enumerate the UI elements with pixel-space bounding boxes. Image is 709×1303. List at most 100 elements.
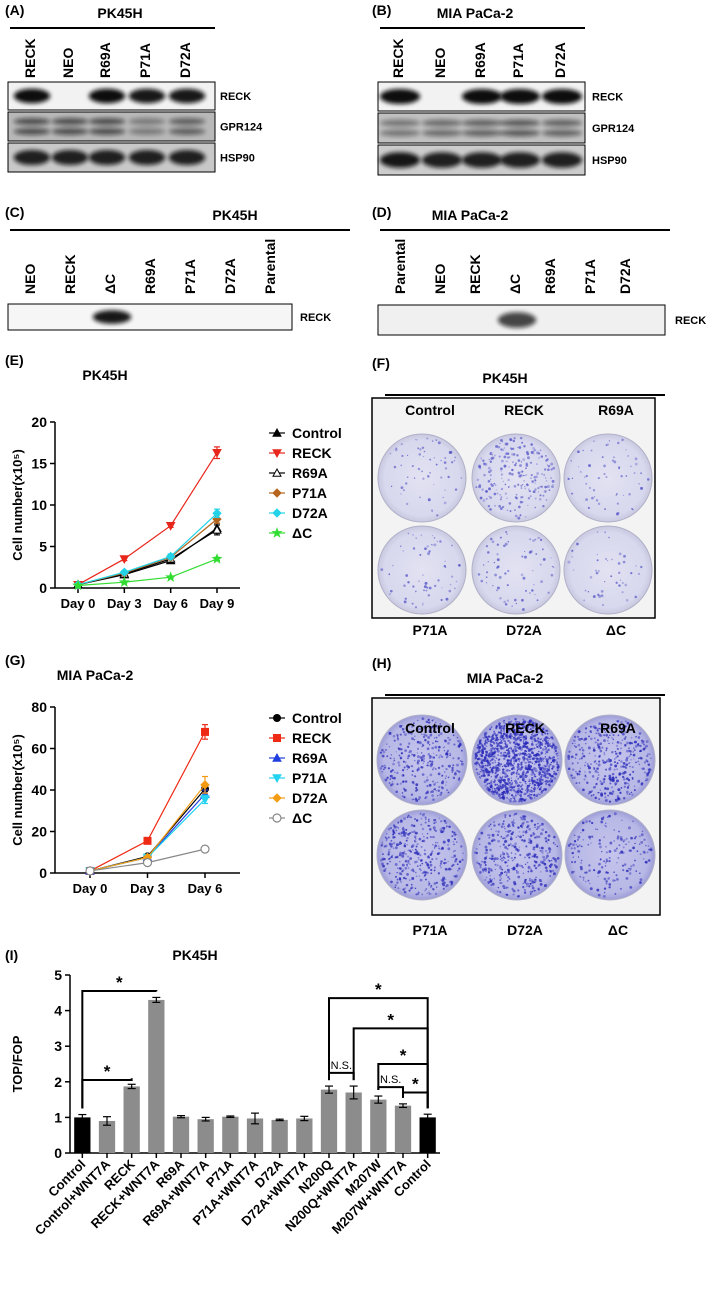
colony	[498, 758, 501, 761]
colony	[544, 746, 547, 748]
colony	[517, 758, 519, 761]
colony	[431, 440, 434, 442]
colony	[503, 740, 507, 743]
colony	[550, 736, 552, 739]
colony	[506, 879, 509, 882]
colony	[581, 828, 585, 832]
colony	[572, 569, 575, 571]
colony	[590, 794, 593, 797]
colony	[614, 879, 616, 882]
colony	[482, 767, 484, 769]
colony	[632, 751, 634, 753]
colony	[592, 747, 596, 750]
colony	[431, 780, 434, 783]
colony	[433, 783, 436, 786]
colony	[539, 494, 542, 497]
colony	[539, 824, 541, 827]
colony	[547, 838, 550, 842]
colony	[480, 743, 484, 747]
colony	[498, 786, 501, 790]
marker	[165, 571, 177, 582]
colony	[383, 845, 386, 848]
colony	[507, 486, 510, 488]
colony	[424, 818, 427, 821]
colony	[411, 765, 414, 768]
colony	[611, 742, 614, 744]
colony	[626, 749, 629, 753]
colony	[497, 794, 501, 797]
colony	[574, 745, 578, 749]
colony	[417, 891, 420, 894]
colony	[522, 474, 525, 477]
colony	[491, 855, 494, 858]
colony	[536, 599, 539, 602]
colony	[509, 746, 513, 750]
colony	[507, 871, 511, 874]
colony	[529, 790, 531, 793]
colony	[642, 748, 645, 751]
colony	[445, 775, 447, 777]
colony	[555, 752, 558, 755]
colony	[493, 794, 496, 796]
colony	[512, 439, 516, 443]
colony	[542, 494, 545, 497]
colony	[501, 822, 505, 826]
colony	[600, 817, 604, 821]
colony	[523, 830, 525, 832]
colony	[528, 879, 531, 882]
colony	[539, 538, 543, 542]
colony	[539, 882, 543, 886]
colony	[516, 720, 519, 723]
colony	[519, 464, 522, 467]
colony	[619, 887, 622, 890]
colony	[531, 721, 535, 725]
colony	[421, 871, 425, 875]
colony	[381, 754, 385, 758]
colony	[584, 880, 587, 883]
colony	[634, 859, 636, 862]
colony	[614, 893, 617, 895]
colony	[551, 756, 554, 759]
colony	[438, 785, 441, 789]
colony	[576, 845, 579, 848]
colony	[499, 866, 503, 870]
colony	[479, 496, 483, 500]
colony	[474, 753, 478, 757]
colony	[415, 537, 418, 540]
colony	[504, 775, 507, 779]
colony	[646, 754, 649, 758]
colony	[446, 825, 448, 828]
colony	[640, 565, 643, 569]
colony	[520, 785, 523, 788]
colony	[624, 583, 628, 587]
colony	[482, 736, 485, 739]
colony	[502, 796, 506, 800]
colony	[388, 842, 392, 846]
colony	[490, 754, 493, 757]
colony	[400, 486, 404, 490]
colony	[620, 786, 623, 789]
colony	[552, 842, 555, 844]
colony	[478, 485, 482, 489]
colony	[495, 444, 498, 448]
colony	[595, 783, 598, 785]
blot-band	[128, 118, 166, 125]
colony	[399, 841, 402, 844]
colony	[402, 868, 404, 870]
colony	[497, 763, 500, 767]
colony	[598, 722, 602, 726]
colony	[540, 871, 542, 873]
colony	[506, 729, 509, 733]
colony	[414, 871, 417, 874]
colony	[522, 738, 525, 741]
colony	[401, 454, 404, 458]
colony	[493, 755, 496, 758]
colony	[426, 776, 428, 778]
colony	[609, 766, 612, 769]
colony	[423, 813, 425, 815]
colony	[453, 777, 455, 779]
colony	[392, 847, 395, 850]
colony	[439, 864, 442, 867]
colony	[484, 742, 487, 745]
colony	[398, 747, 401, 751]
